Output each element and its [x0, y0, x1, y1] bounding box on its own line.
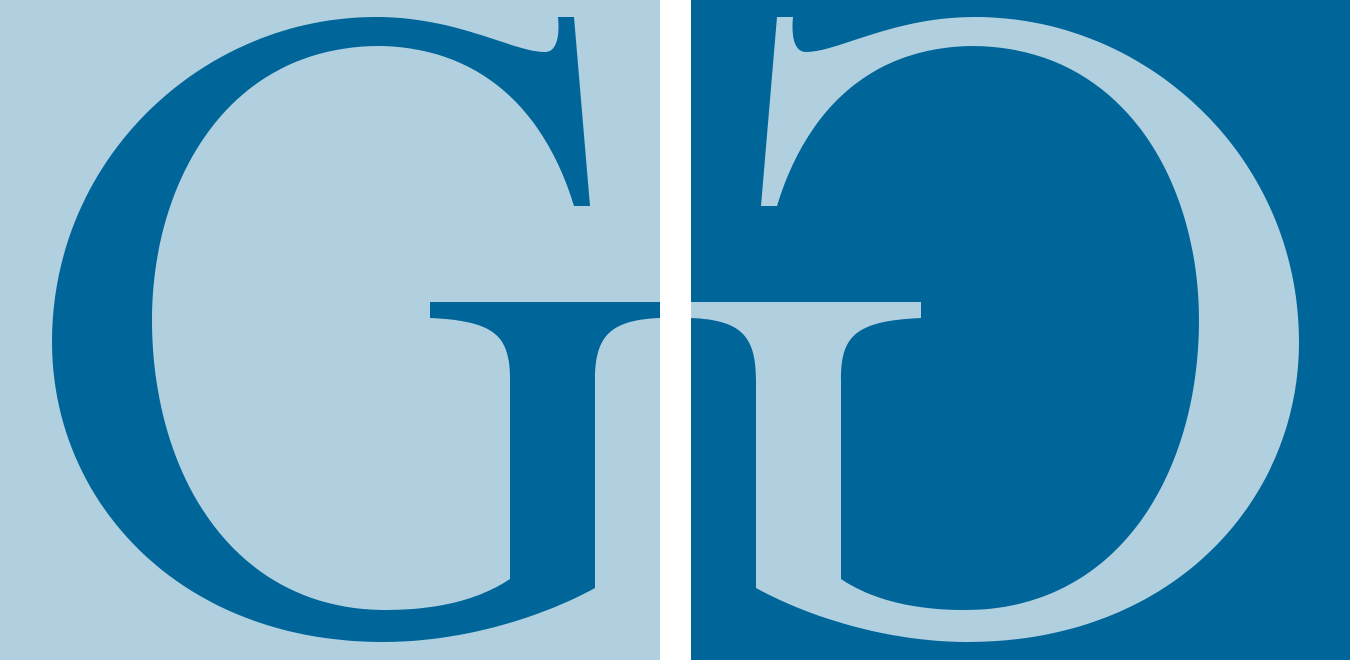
- right-g-logo: [691, 0, 1350, 660]
- left-g-logo: [0, 0, 660, 660]
- right-g-icon: [691, 17, 1299, 642]
- left-g-icon: [52, 17, 660, 642]
- right-g-mirror: [691, 17, 1299, 642]
- left-panel: [0, 0, 660, 660]
- right-panel: [691, 0, 1350, 660]
